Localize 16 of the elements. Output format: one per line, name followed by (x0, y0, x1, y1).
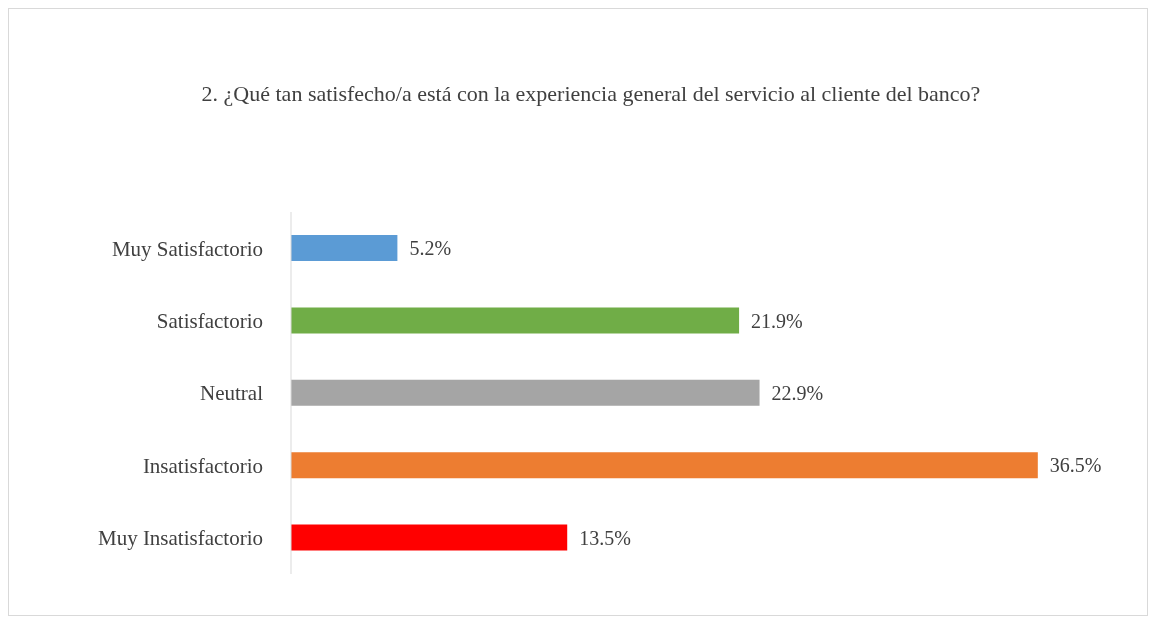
bar (291, 307, 740, 334)
y-tick-label: Satisfactorio (156, 309, 263, 334)
data-label: 22.9% (771, 381, 824, 404)
y-tick-label: Neutral (200, 381, 264, 406)
bar (291, 235, 398, 261)
bar (291, 379, 760, 406)
y-tick-label: Insatisfactorio (142, 453, 263, 478)
data-label: 36.5% (1049, 454, 1102, 477)
y-tick-label: Muy Satisfactorio (111, 236, 263, 261)
data-label: 5.2% (409, 237, 452, 260)
data-label: 21.9% (751, 309, 803, 332)
bar (291, 524, 568, 551)
data-label: 13.5% (579, 526, 631, 549)
bar (291, 452, 1038, 479)
chart-title: 2. ¿Qué tan satisfecho/a está con la experiencia general del servicio al cliente del banco? (200, 80, 982, 108)
y-tick-label: Muy Insatisfactorio (97, 526, 263, 551)
